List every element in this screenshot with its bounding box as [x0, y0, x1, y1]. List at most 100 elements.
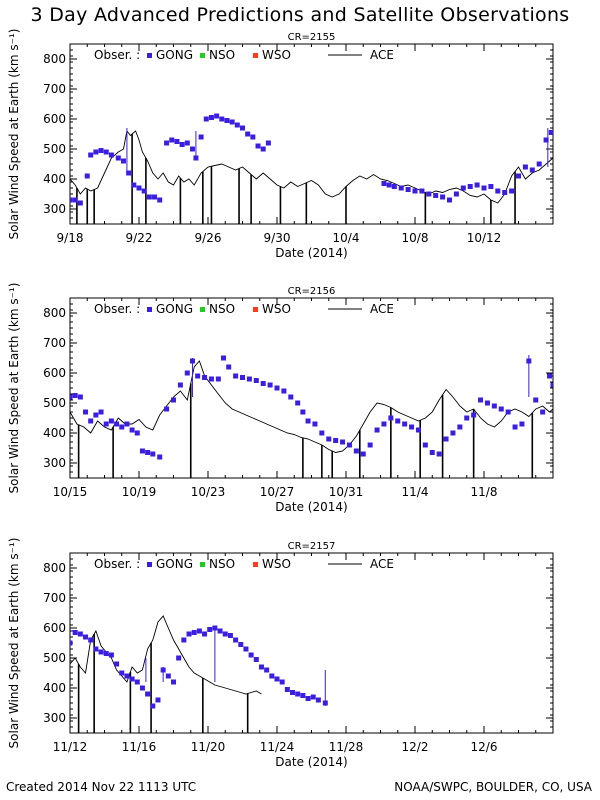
gong-point: [134, 430, 140, 436]
plot-data: [70, 355, 553, 478]
gong-point: [108, 418, 114, 424]
x-axis-label: Date (2014): [275, 246, 347, 260]
gong-point: [234, 122, 240, 128]
gong-point: [415, 427, 421, 433]
legend-nso-swatch: [200, 562, 205, 567]
gong-point: [495, 188, 501, 194]
gong-point: [346, 442, 352, 448]
gong-point: [171, 397, 176, 403]
gong-point: [240, 125, 245, 131]
panel-title: CR=2155: [288, 32, 336, 43]
gong-point: [219, 116, 225, 122]
gong-point: [181, 637, 187, 643]
gong-point: [281, 388, 287, 394]
gong-point: [536, 161, 542, 167]
gong-point: [126, 170, 132, 176]
gong-point: [77, 394, 83, 400]
legend-gong-label: GONG: [156, 48, 193, 62]
gong-point: [229, 119, 235, 125]
gong-point: [195, 373, 201, 379]
y-tick-label: 700: [43, 591, 66, 605]
legend-nso-label: NSO: [209, 557, 235, 571]
gong-point: [274, 385, 280, 391]
gong-point: [360, 451, 366, 457]
gong-point: [402, 421, 408, 427]
gong-point: [221, 355, 227, 361]
gong-point: [300, 693, 306, 698]
gong-point: [260, 146, 266, 152]
legend-ace-label: ACE: [370, 48, 394, 62]
gong-point: [207, 627, 213, 632]
gong-point: [398, 185, 404, 191]
legend-nso-label: NSO: [209, 302, 235, 316]
gong-point: [83, 409, 89, 415]
gong-point: [436, 451, 442, 457]
legend-obs-label: Obser. :: [94, 48, 140, 62]
y-tick-label: 700: [43, 336, 66, 350]
gong-point: [108, 152, 114, 158]
gong-point: [529, 167, 535, 173]
gong-point: [88, 418, 94, 424]
gong-point: [422, 442, 428, 448]
plot-data: [70, 615, 328, 733]
gong-point: [391, 184, 397, 189]
gong-point: [509, 188, 515, 194]
y-tick-label: 700: [43, 82, 66, 96]
gong-point: [164, 406, 170, 412]
gong-point: [522, 164, 528, 170]
gong-point: [264, 667, 270, 673]
panel-title: CR=2156: [288, 286, 336, 297]
x-tick-label: 10/23: [191, 485, 226, 499]
gong-point: [196, 628, 202, 634]
gong-point: [77, 200, 83, 206]
x-tick-label: 10/8: [402, 231, 429, 245]
x-tick-label: 11/24: [260, 740, 295, 754]
gong-point: [322, 700, 328, 706]
gong-point: [93, 149, 99, 155]
gong-point: [202, 631, 208, 637]
gong-point: [226, 364, 232, 370]
gong-point: [114, 661, 120, 667]
ace-series-line: [70, 615, 262, 695]
legend-gong-swatch: [147, 53, 152, 58]
page-title: 3 Day Advanced Predictions and Satellite…: [30, 4, 570, 26]
gong-point: [83, 634, 89, 640]
gong-point: [279, 679, 285, 685]
gong-point: [460, 185, 466, 191]
gong-point: [288, 394, 294, 400]
gong-point: [474, 182, 480, 188]
gong-point: [433, 193, 439, 198]
legend-obs-label: Obser. :: [94, 557, 140, 571]
legend-wso-swatch: [253, 53, 258, 58]
x-tick-label: 12/6: [471, 740, 498, 754]
gong-point: [72, 197, 78, 203]
gong-point: [146, 194, 152, 200]
legend-wso-swatch: [253, 562, 258, 567]
gong-point: [295, 691, 301, 697]
y-tick-label: 400: [43, 172, 66, 186]
plot-data: [70, 113, 553, 224]
gong-point: [224, 118, 230, 123]
legend-wso-label: WSO: [262, 48, 291, 62]
gong-point: [93, 646, 99, 652]
gong-point: [72, 630, 78, 635]
gong-point: [70, 197, 73, 203]
gong-point: [250, 134, 256, 140]
gong-point: [72, 393, 78, 398]
y-tick-label: 300: [43, 711, 66, 725]
x-tick-label: 11/20: [191, 740, 226, 754]
legend-gong-swatch: [147, 562, 152, 567]
gong-point: [208, 115, 214, 120]
gong-point: [543, 137, 549, 143]
gong-point: [467, 184, 473, 189]
gong-point: [129, 427, 135, 433]
gong-point: [103, 421, 109, 427]
gong-point: [165, 673, 171, 679]
legend-nso-swatch: [200, 53, 205, 58]
gong-point: [129, 676, 135, 682]
gong-point: [193, 155, 199, 161]
gong-point: [152, 194, 158, 200]
gong-point: [533, 397, 539, 403]
x-axis-label: Date (2014): [275, 755, 347, 769]
gong-point: [440, 194, 446, 200]
